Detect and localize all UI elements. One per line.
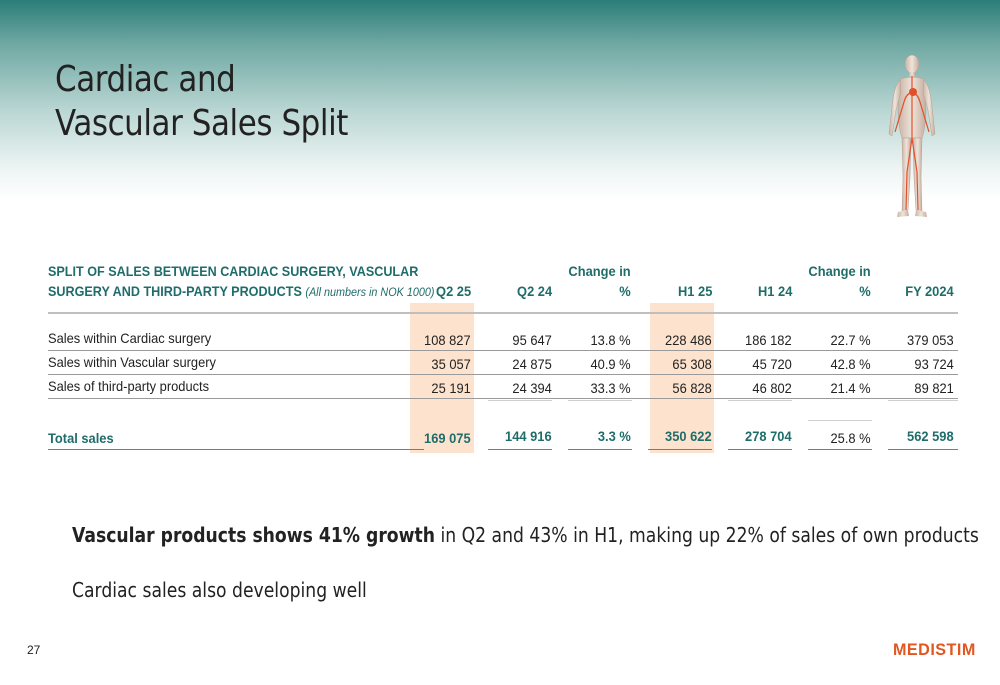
cell-change-h: 42.8 %	[830, 356, 871, 372]
total-rule	[728, 449, 792, 450]
cell-h1-25: 228 486	[665, 332, 712, 348]
row-label: Sales within Vascular surgery	[48, 354, 217, 370]
table-title-line-2: SURGERY AND THIRD-PARTY PRODUCTS (All nu…	[48, 281, 434, 302]
header-change-q: Change in %	[569, 261, 631, 301]
total-change-q: 3.3 %	[598, 428, 631, 444]
header-change-q-line-1: Change in	[568, 263, 631, 279]
total-rule	[808, 449, 872, 450]
spacer-rule	[808, 420, 872, 421]
table-title: SPLIT OF SALES BETWEEN CARDIAC SURGERY, …	[48, 261, 434, 302]
bullet-vascular-growth-rest: in Q2 and 43% in H1, making up 22% of sa…	[434, 523, 979, 547]
total-rule	[488, 449, 552, 450]
slide-title-line-1: Cardiac and	[55, 59, 236, 100]
table-title-line-2-text: SURGERY AND THIRD-PARTY PRODUCTS	[48, 283, 302, 299]
header-band	[0, 0, 1000, 200]
cell-h1-24: 45 720	[752, 356, 792, 372]
total-rule	[568, 449, 632, 450]
total-change-h: 25.8 %	[830, 430, 871, 446]
total-h1-24: 278 704	[745, 428, 792, 444]
header-q2-25: Q2 25	[435, 283, 471, 299]
header-h1-25: H1 25	[677, 283, 712, 299]
row-rule	[48, 374, 958, 375]
spacer-rule	[728, 400, 792, 401]
total-label: Total sales	[48, 430, 114, 446]
spacer-rule	[488, 400, 552, 401]
bullet-vascular-growth: Vascular products shows 41% growth in Q2…	[72, 523, 979, 547]
header-q2-24: Q2 24	[516, 283, 552, 299]
header-change-h-line-2: %	[859, 283, 871, 299]
total-q2-25: 169 075	[424, 430, 471, 446]
total-rule	[648, 449, 712, 450]
cell-change-q: 40.9 %	[590, 356, 631, 372]
cell-change-h: 21.4 %	[830, 380, 871, 396]
page-number: 27	[27, 643, 41, 657]
total-fy-2024: 562 598	[907, 428, 954, 444]
spacer-rule	[888, 400, 958, 401]
slide-title-line-2: Vascular Sales Split	[55, 103, 348, 144]
cell-fy-2024: 93 724	[914, 356, 954, 372]
human-anatomy-figure-icon	[888, 54, 936, 217]
cell-h1-25: 56 828	[672, 380, 712, 396]
total-h1-25: 350 622	[665, 428, 712, 444]
total-rule	[48, 449, 424, 450]
header-fy-2024: FY 2024	[905, 283, 954, 299]
cell-q2-24: 24 394	[512, 380, 552, 396]
row-label: Sales within Cardiac surgery	[48, 330, 212, 346]
q2-25-column-highlight	[410, 303, 474, 453]
row-rule	[48, 350, 958, 351]
cell-fy-2024: 379 053	[907, 332, 954, 348]
cell-fy-2024: 89 821	[914, 380, 954, 396]
row-label: Sales of third-party products	[48, 378, 210, 394]
bullet-vascular-growth-bold: Vascular products shows 41% growth	[72, 523, 435, 547]
cell-h1-25: 65 308	[672, 356, 712, 372]
cell-q2-25: 25 191	[431, 380, 471, 396]
header-change-h: Change in %	[809, 261, 871, 301]
table-units-note: (All numbers in NOK 1000)	[305, 285, 435, 299]
cell-q2-25: 35 057	[431, 356, 471, 372]
h1-25-column-highlight	[650, 303, 714, 453]
sales-split-table: SPLIT OF SALES BETWEEN CARDIAC SURGERY, …	[48, 260, 958, 460]
spacer-rule	[568, 400, 632, 401]
cell-q2-24: 24 875	[512, 356, 552, 372]
cell-h1-24: 46 802	[752, 380, 792, 396]
slide-title: Cardiac and Vascular Sales Split	[55, 58, 348, 146]
header-change-h-line-1: Change in	[808, 263, 871, 279]
table-title-line-1: SPLIT OF SALES BETWEEN CARDIAC SURGERY, …	[48, 263, 419, 279]
total-rule	[888, 449, 958, 450]
cell-q2-25: 108 827	[424, 332, 471, 348]
total-q2-24: 144 916	[505, 428, 552, 444]
header-change-q-line-2: %	[619, 283, 631, 299]
cell-h1-24: 186 182	[745, 332, 792, 348]
cell-change-q: 13.8 %	[590, 332, 631, 348]
header-rule	[48, 312, 958, 314]
bullet-cardiac-sales: Cardiac sales also developing well	[72, 578, 367, 602]
medistim-logo: MEDISTIM	[893, 640, 976, 659]
cell-change-q: 33.3 %	[590, 380, 631, 396]
row-rule	[48, 398, 958, 399]
cell-q2-24: 95 647	[512, 332, 552, 348]
cell-change-h: 22.7 %	[830, 332, 871, 348]
header-h1-24: H1 24	[757, 283, 792, 299]
